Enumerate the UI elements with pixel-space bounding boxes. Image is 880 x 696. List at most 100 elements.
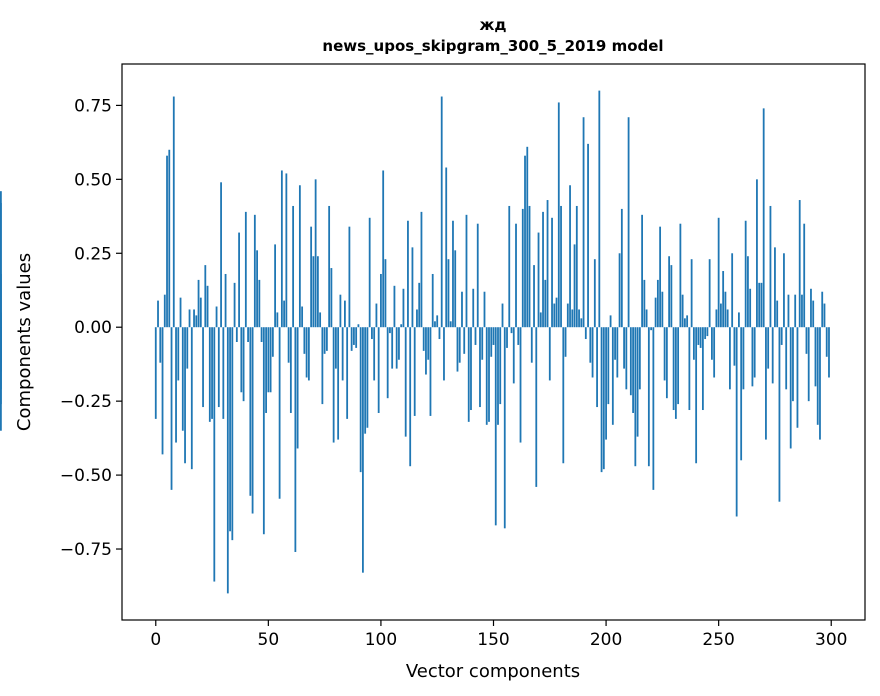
bar-26 [213, 327, 216, 582]
bars-group [0, 90, 830, 594]
bar-214 [636, 327, 639, 437]
bar-9 [175, 327, 177, 443]
bar-238 [690, 259, 693, 328]
bar-156 [506, 327, 508, 348]
bar-126 [438, 327, 441, 340]
bar-274 [771, 327, 774, 384]
bar-189 [580, 318, 583, 328]
bar-152 [497, 327, 499, 425]
bar-134 [456, 327, 459, 372]
bar-149 [490, 327, 493, 357]
bar-170 [537, 232, 540, 328]
bar-79 [332, 327, 335, 443]
bar-225 [661, 291, 664, 328]
bar-172 [542, 211, 544, 328]
bar-111 [404, 327, 407, 437]
bar-187 [575, 205, 578, 328]
bar-124 [434, 321, 436, 328]
bar-108 [398, 327, 400, 360]
bar-77 [328, 205, 331, 328]
bar-89 [355, 327, 358, 348]
bar-undefined [0, 327, 2, 372]
bar-94 [366, 327, 369, 428]
bar-250 [717, 217, 720, 328]
bar-129 [445, 167, 448, 328]
bar-40 [244, 211, 247, 328]
bar-294 [816, 327, 819, 425]
bar-220 [650, 327, 653, 331]
bar-178 [555, 297, 558, 328]
bar-230 [672, 327, 675, 411]
x-tick-label: 150 [477, 630, 509, 650]
bar-188 [578, 309, 580, 328]
bar-208 [623, 327, 625, 369]
y-tick-label: −0.25 [60, 392, 112, 412]
bar-254 [726, 309, 729, 328]
bar-195 [593, 259, 596, 328]
bar-78 [330, 268, 333, 328]
y-tick-label: 0.00 [74, 318, 112, 338]
bar-245 [706, 327, 709, 337]
bar-298 [825, 327, 828, 357]
bar-119 [422, 327, 425, 351]
bar-56 [280, 170, 283, 328]
bar-177 [553, 303, 556, 328]
bar-223 [656, 279, 659, 328]
bar-244 [704, 327, 707, 340]
bar-286 [798, 200, 801, 328]
bar-258 [735, 327, 738, 517]
bar-107 [395, 327, 398, 369]
bar-210 [627, 117, 630, 328]
bar-284 [794, 294, 797, 328]
bar-84 [344, 300, 346, 328]
bar-120 [425, 327, 427, 375]
bar-44 [253, 214, 256, 328]
bar-54 [276, 312, 279, 328]
bar-139 [467, 327, 470, 422]
bar-148 [488, 327, 490, 422]
bar-37 [238, 232, 240, 328]
bar-65 [301, 306, 304, 328]
bar-52 [271, 327, 274, 357]
bar-256 [731, 253, 734, 328]
bar-272 [767, 327, 770, 369]
bar-219 [647, 327, 650, 467]
bar-253 [724, 291, 727, 328]
bar-86 [348, 226, 351, 328]
bar-224 [659, 226, 662, 328]
bar-239 [692, 327, 695, 360]
bar-282 [789, 327, 792, 449]
bar-70 [312, 256, 315, 328]
bar-186 [573, 244, 576, 328]
bar-130 [447, 259, 450, 328]
bar-50 [267, 327, 270, 393]
bar-112 [407, 220, 409, 328]
bar-0 [154, 327, 157, 419]
bar-205 [616, 327, 619, 378]
bar-185 [571, 309, 574, 328]
bar-234 [681, 294, 684, 328]
bar-15 [188, 309, 191, 328]
y-tick-label: 0.75 [74, 96, 112, 116]
bar-12 [181, 327, 184, 431]
bar-3 [161, 327, 164, 455]
bar-95 [368, 217, 371, 328]
bar-73 [319, 312, 322, 328]
bar-163 [521, 208, 524, 328]
bar-36 [235, 327, 238, 342]
bar-242 [699, 327, 702, 348]
bar-183 [566, 303, 569, 328]
bar-246 [708, 259, 711, 328]
bar-96 [371, 327, 373, 340]
bar-20 [199, 297, 202, 328]
bar-228 [668, 256, 671, 328]
bar-131 [449, 321, 452, 328]
bar-190 [582, 117, 585, 328]
bar-209 [625, 327, 628, 390]
bar-58 [285, 173, 288, 328]
bar-32 [226, 327, 229, 594]
bar-104 [389, 327, 391, 334]
bar-68 [307, 327, 310, 381]
bar-218 [645, 309, 648, 328]
